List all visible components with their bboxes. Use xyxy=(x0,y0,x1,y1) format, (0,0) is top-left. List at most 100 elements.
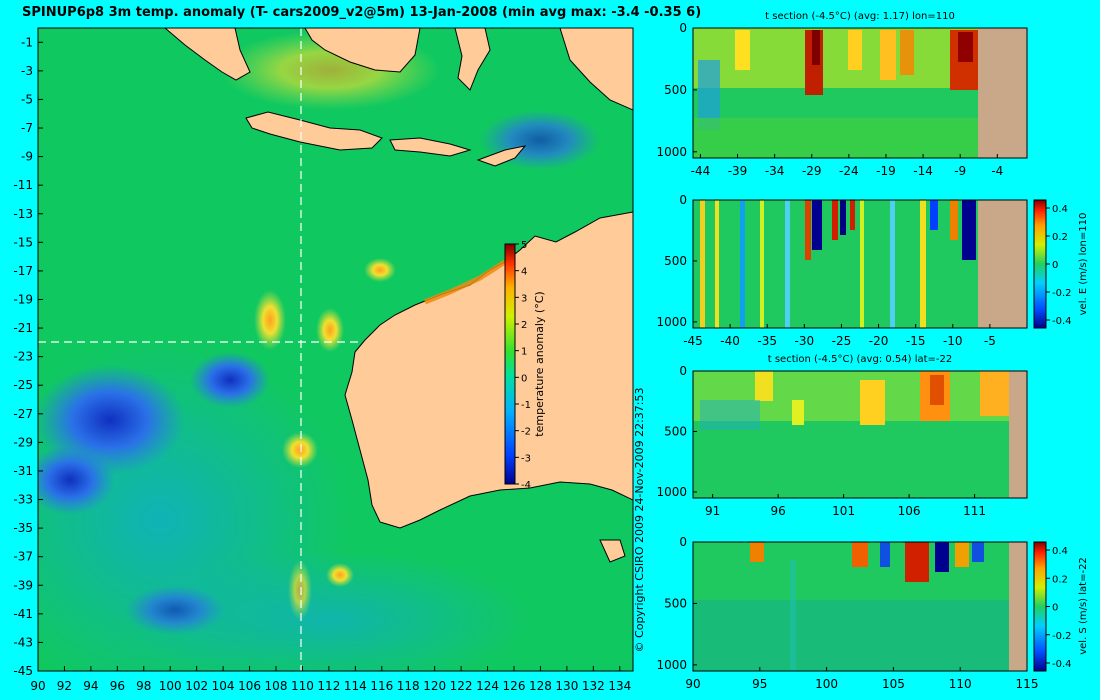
panel1-x-tick-label: -9 xyxy=(954,164,966,178)
map-colorbar-ticks: 5 4 3 2 1 0 -1 -2 -3 -4 xyxy=(515,240,531,491)
map-colorbar-tick-label: 2 xyxy=(521,320,527,331)
map-colorbar-label: temperature anomaly (°C) xyxy=(533,291,546,436)
map-y-tick-label: -45 xyxy=(13,664,33,678)
map-x-tick-label: 126 xyxy=(503,679,526,693)
panel1-x-tick-label: -4 xyxy=(991,164,1003,178)
map-x-tick-label: 90 xyxy=(30,679,45,693)
panel1-x-tick-label: -14 xyxy=(913,164,933,178)
panel4-x-tick-label: 115 xyxy=(1016,677,1039,691)
panel1-x-tick-label: -19 xyxy=(876,164,896,178)
panel4: 90 95 100 105 110 115 0 500 1000 0.4 0.2 0 -0.2 -0.4… xyxy=(656,535,1089,691)
panel4-axes: 90 95 100 105 110 115 0 500 1000 xyxy=(656,535,1038,691)
map-leeuwin-current xyxy=(424,259,507,305)
map-warm-eddy xyxy=(364,258,396,282)
map-x-tick-label: 120 xyxy=(423,679,446,693)
panel4-x-tick-label: 105 xyxy=(882,677,905,691)
map-x-tick-label: 122 xyxy=(450,679,473,693)
panel3-x-tick-label: 91 xyxy=(705,504,720,518)
panel2-x-tick-label: -20 xyxy=(869,334,889,348)
panel4-colorbar-tick-label: -0.4 xyxy=(1052,659,1072,670)
panel2-x-tick-label: -45 xyxy=(683,334,703,348)
map-y-tick-label: -29 xyxy=(13,435,33,449)
panel1-land xyxy=(978,28,1027,158)
panel2-x-tick-label: -15 xyxy=(906,334,926,348)
map-x-tick-label: 92 xyxy=(57,679,72,693)
panel4-features xyxy=(693,542,1013,671)
map-y-tick-label: -37 xyxy=(13,550,33,564)
panel4-x-tick-label: 95 xyxy=(752,677,767,691)
map-warm-eddy xyxy=(254,290,286,350)
panel4-land xyxy=(1009,542,1027,671)
map-y-tick-label: -1 xyxy=(21,35,33,49)
panel1-axes: -44 -39 -34 -29 -24 -19 -14 -9 -4 0 500 1000 xyxy=(656,21,1003,178)
map-frame xyxy=(37,27,634,672)
map-colorbar-tick-label: 4 xyxy=(521,267,527,278)
map-colorbar-tick-label: 3 xyxy=(521,293,527,304)
panel4-y-tick-label: 0 xyxy=(679,535,687,549)
map-y-tick-label: -41 xyxy=(13,607,33,621)
panel1-x-tick-label: -44 xyxy=(691,164,711,178)
map-x-tick-label: 114 xyxy=(344,679,367,693)
panel1-x-tick-label: -39 xyxy=(728,164,748,178)
panel3-x-tick-label: 106 xyxy=(898,504,921,518)
panel2-features xyxy=(700,200,976,328)
map-y-tick-label: -27 xyxy=(13,407,33,421)
map-y-tick-label: -9 xyxy=(21,150,33,164)
map-x-tick-label: 116 xyxy=(370,679,393,693)
map-x-tick-label: 108 xyxy=(265,679,288,693)
panel2-x-tick-label: -30 xyxy=(795,334,815,348)
map-colorbar-ramp xyxy=(504,243,516,485)
map-land-timor xyxy=(476,145,527,167)
panel2-colorbar-tick-label: 0.2 xyxy=(1052,232,1068,243)
map-colorbar-tick-label: -3 xyxy=(521,453,531,464)
panel2-x-tick-label: -10 xyxy=(943,334,963,348)
map-x-tick-label: 130 xyxy=(555,679,578,693)
map-x-tick-label: 96 xyxy=(110,679,125,693)
panel3-x-tick-label: 111 xyxy=(963,504,986,518)
panel1-x-tick-label: -24 xyxy=(839,164,859,178)
map-panel xyxy=(38,28,633,671)
map-colorbar-tick-label: 1 xyxy=(521,347,527,358)
panel2-colorbar-tick-label: 0 xyxy=(1052,260,1058,271)
map-colorbar-tick-label: -4 xyxy=(521,480,531,491)
map-land-new-guinea xyxy=(559,28,633,111)
panel2-colorbar-label: vel. E (m/s) lon=110 xyxy=(1078,213,1089,316)
panel4-colorbar-tick-label: 0.4 xyxy=(1052,546,1068,557)
map-cold-pool xyxy=(125,585,225,635)
map-land-java xyxy=(245,111,383,151)
map-x-tick-label: 132 xyxy=(582,679,605,693)
map-y-tick-label: -11 xyxy=(13,178,33,192)
panel1: t section (-4.5°C) (avg: 1.17) lon=110 -… xyxy=(656,11,1028,178)
map-warm-eddy xyxy=(282,432,318,468)
map-y-tick-label: -23 xyxy=(13,350,33,364)
panel3-axes: 91 96 101 106 111 0 500 1000 xyxy=(656,364,986,518)
map-y-tick-label: -43 xyxy=(13,635,33,649)
figure-title: SPINUP6p8 3m temp. anomaly (T- cars2009_… xyxy=(22,5,701,20)
panel3-land xyxy=(1009,371,1027,498)
panel4-colorbar xyxy=(1033,541,1047,672)
panel3-title: t section (-4.5°C) (avg: 0.54) lat=-22 xyxy=(768,354,953,365)
map-land-borneo xyxy=(304,28,421,73)
map-land-islands xyxy=(389,137,472,157)
map-x-tick-label: 98 xyxy=(136,679,151,693)
map-x-tick-label: 94 xyxy=(83,679,98,693)
panel4-colorbar-label: vel. S (m/s) lat=-22 xyxy=(1078,557,1089,655)
map-x-tick-label: 110 xyxy=(291,679,314,693)
map-y-tick-label: -5 xyxy=(21,92,33,106)
map-y-tick-label: -3 xyxy=(21,64,33,78)
panel4-y-tick-label: 500 xyxy=(664,596,687,610)
map-x-tick-label: 128 xyxy=(529,679,552,693)
copyright-text: © Copyright CSIRO 2009 24-Nov-2009 22:37… xyxy=(633,388,646,653)
map-x-tick-label: 100 xyxy=(159,679,182,693)
map-x-tick-label: 134 xyxy=(608,679,631,693)
panel4-colorbar-tick-label: -0.2 xyxy=(1052,631,1072,642)
map-y-tick-label: -17 xyxy=(13,264,33,278)
panel4-colorbar-tick-label: 0 xyxy=(1052,603,1058,614)
panel2-colorbar-tick-label: -0.4 xyxy=(1052,316,1072,327)
map-land-sulawesi xyxy=(454,28,491,91)
map-y-tick-label: -7 xyxy=(21,121,33,135)
map-land-sumatra xyxy=(164,28,251,81)
panel1-y-tick-label: 0 xyxy=(679,21,687,35)
